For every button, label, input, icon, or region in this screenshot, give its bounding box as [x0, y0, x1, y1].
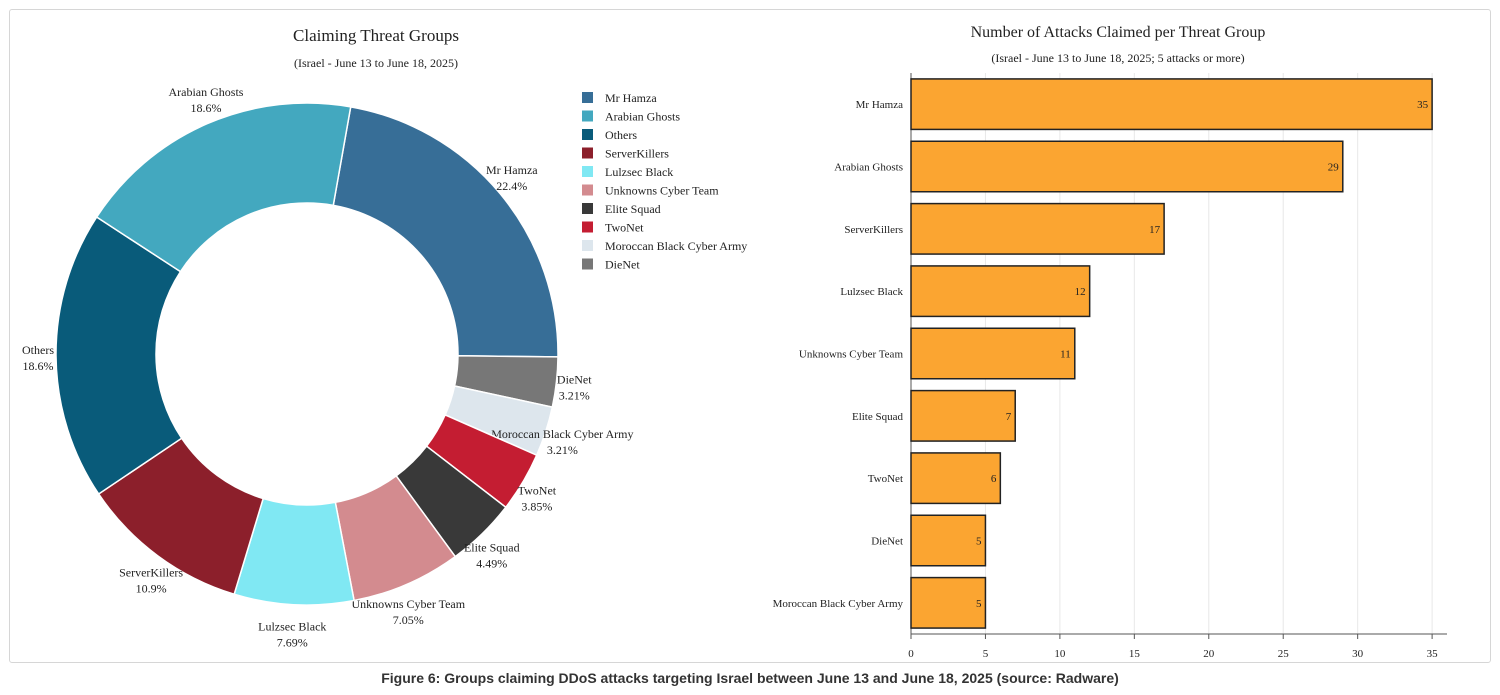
- donut-percent-lulzsec-black: 7.69%: [277, 636, 308, 650]
- bar-chart-title: Number of Attacks Claimed per Threat Gro…: [971, 24, 1266, 41]
- bar-value-label-serverkillers: 17: [1149, 224, 1161, 236]
- donut-percent-serverkillers: 10.9%: [136, 581, 167, 595]
- donut-percent-others: 18.6%: [23, 359, 54, 373]
- x-tick-label-35: 35: [1427, 648, 1439, 660]
- donut-label-elite-squad: Elite Squad: [464, 541, 520, 555]
- category-label-lulzsec-black: Lulzsec Black: [840, 286, 903, 298]
- legend-label-mr-hamza: Mr Hamza: [605, 91, 657, 105]
- bar-unknowns-cyber-team: [910, 327, 1076, 380]
- bar-moroccan-black-cyber-army: [910, 576, 987, 629]
- legend-swatch-moroccan-black-cyber-army: [582, 240, 593, 251]
- x-tick-label-0: 0: [908, 648, 914, 660]
- category-label-serverkillers: ServerKillers: [844, 224, 903, 236]
- donut-percent-unknowns-cyber-team: 7.05%: [393, 613, 424, 627]
- bar-value-label-moroccan-black-cyber-army: 5: [976, 598, 982, 610]
- category-label-elite-squad: Elite Squad: [852, 411, 904, 423]
- figure-caption: Figure 6: Groups claiming DDoS attacks t…: [381, 670, 1119, 686]
- legend-label-dienet: DieNet: [605, 258, 640, 272]
- legend-swatch-serverkillers: [582, 147, 593, 159]
- x-tick-label-30: 30: [1352, 648, 1364, 660]
- bar-serverkillers: [910, 202, 1165, 255]
- donut-label-arabian-ghosts: Arabian Ghosts: [168, 85, 243, 99]
- bar-value-label-mr-hamza: 35: [1417, 99, 1429, 111]
- legend-swatch-elite-squad: [582, 203, 593, 214]
- donut-slice-mr-hamza: [332, 105, 559, 358]
- donut-label-others: Others: [22, 343, 54, 357]
- legend-label-arabian-ghosts: Arabian Ghosts: [605, 110, 680, 124]
- donut-percent-elite-squad: 4.49%: [476, 557, 507, 571]
- bar-lulzsec-black: [910, 265, 1091, 318]
- bar-value-label-twonet: 6: [991, 473, 997, 485]
- legend-swatch-others: [582, 129, 593, 140]
- bar-arabian-ghosts: [910, 140, 1344, 193]
- legend-label-unknowns-cyber-team: Unknowns Cyber Team: [605, 184, 719, 198]
- donut-label-mr-hamza: Mr Hamza: [486, 163, 538, 177]
- bar-value-label-dienet: 5: [976, 536, 982, 548]
- legend-label-serverkillers: ServerKillers: [605, 147, 669, 161]
- donut-label-twonet: TwoNet: [518, 483, 557, 497]
- bar-chart: 0 5 10 15 20 25 30 35 Mr Hamza 35 Arabian Ghosts 29…: [773, 73, 1447, 660]
- category-label-unknowns-cyber-team: Unknowns Cyber Team: [799, 349, 904, 361]
- x-tick-label-25: 25: [1278, 648, 1290, 660]
- category-label-moroccan-black-cyber-army: Moroccan Black Cyber Army: [773, 598, 904, 610]
- x-tick-label-15: 15: [1129, 648, 1141, 660]
- bar-elite-squad: [910, 389, 1016, 442]
- donut-legend: Mr Hamza Arabian Ghosts Others ServerKiller…: [582, 91, 747, 272]
- category-label-twonet: TwoNet: [868, 473, 903, 485]
- category-label-dienet: DieNet: [871, 536, 903, 548]
- category-label-mr-hamza: Mr Hamza: [856, 99, 903, 111]
- category-label-arabian-ghosts: Arabian Ghosts: [834, 162, 903, 174]
- bar-value-label-elite-squad: 7: [1006, 411, 1012, 423]
- donut-slice-arabian-ghosts: [95, 102, 352, 273]
- legend-label-lulzsec-black: Lulzsec Black: [605, 165, 673, 179]
- legend-label-others: Others: [605, 128, 637, 142]
- donut-label-serverkillers: ServerKillers: [119, 565, 183, 579]
- legend-swatch-arabian-ghosts: [582, 110, 593, 122]
- legend-swatch-unknowns-cyber-team: [582, 184, 593, 196]
- legend-swatch-mr-hamza: [582, 92, 593, 103]
- bar-dienet: [910, 514, 987, 567]
- legend-label-elite-squad: Elite Squad: [605, 202, 661, 216]
- donut-percent-mr-hamza: 22.4%: [496, 179, 527, 193]
- donut-label-lulzsec-black: Lulzsec Black: [258, 620, 326, 634]
- legend-swatch-twonet: [582, 221, 593, 233]
- legend-label-moroccan-black-cyber-army: Moroccan Black Cyber Army: [605, 239, 747, 253]
- donut-chart: Mr Hamza 22.4% DieNet 3.21% Moroccan Black C…: [22, 85, 633, 650]
- legend-swatch-lulzsec-black: [582, 166, 593, 177]
- donut-label-unknowns-cyber-team: Unknowns Cyber Team: [351, 597, 465, 611]
- x-tick-label-10: 10: [1054, 648, 1066, 660]
- legend-swatch-dienet: [582, 258, 593, 270]
- bar-twonet: [910, 452, 1002, 505]
- legend-label-twonet: TwoNet: [605, 221, 644, 235]
- bar-chart-subtitle: (Israel - June 13 to June 18, 2025; 5 at…: [991, 51, 1244, 65]
- bar-value-label-lulzsec-black: 12: [1075, 286, 1086, 298]
- donut-label-dienet: DieNet: [557, 372, 592, 386]
- donut-percent-arabian-ghosts: 18.6%: [190, 101, 221, 115]
- donut-percent-twonet: 3.85%: [521, 499, 552, 513]
- x-tick-label-20: 20: [1203, 648, 1215, 660]
- donut-percent-dienet: 3.21%: [559, 388, 590, 402]
- donut-subtitle: (Israel - June 13 to June 18, 2025): [294, 56, 458, 70]
- donut-percent-moroccan-black-cyber-army: 3.21%: [547, 443, 578, 457]
- bar-mr-hamza: [910, 78, 1433, 131]
- bar-value-label-arabian-ghosts: 29: [1328, 162, 1340, 174]
- bar-value-label-unknowns-cyber-team: 11: [1060, 349, 1071, 361]
- donut-title: Claiming Threat Groups: [293, 26, 459, 45]
- x-tick-label-5: 5: [983, 648, 989, 660]
- donut-slice-others: [55, 216, 183, 496]
- donut-label-moroccan-black-cyber-army: Moroccan Black Cyber Army: [491, 427, 633, 441]
